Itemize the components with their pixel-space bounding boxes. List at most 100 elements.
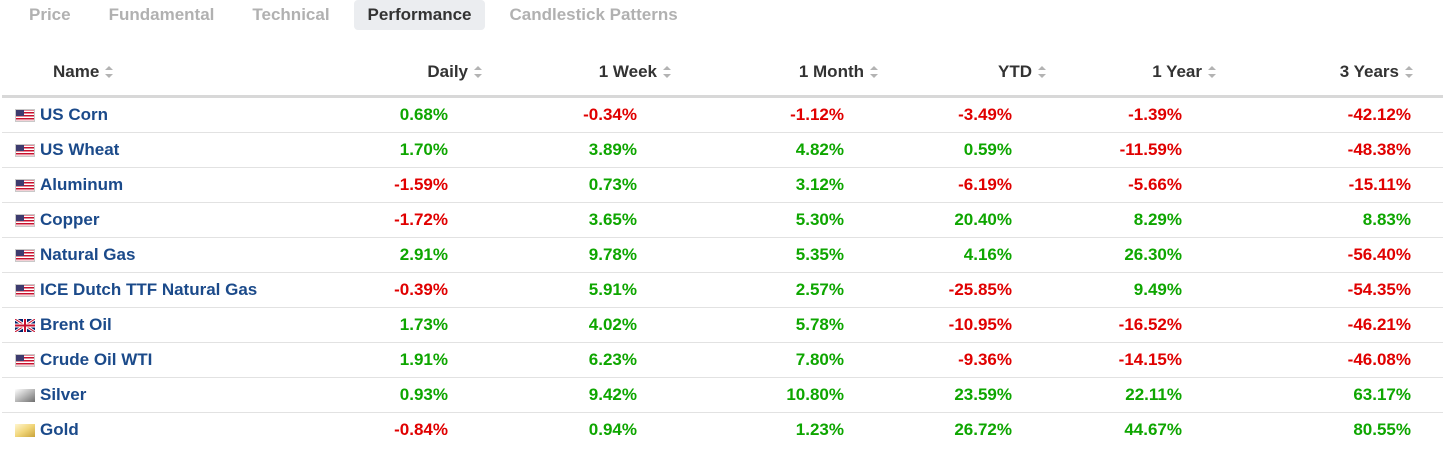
table-row: Copper -1.72% 3.65% 5.30% 20.40% 8.29% 8.83% — [2, 202, 1443, 238]
table-row: US Wheat 1.70% 3.89% 4.82% 0.59% -11.59% -48.3… — [2, 132, 1443, 168]
three-years-change-cell: 63.17% — [1216, 377, 1443, 413]
change-value: -9.36% — [958, 350, 1012, 369]
sort-icon — [105, 65, 114, 78]
change-value: 9.42% — [588, 385, 637, 404]
change-value: 80.55% — [1353, 420, 1411, 439]
change-value: 2.57% — [795, 280, 844, 299]
year-change-cell: 22.11% — [1046, 377, 1216, 413]
week-change-cell: -0.34% — [482, 96, 671, 133]
week-change-cell: 3.65% — [482, 202, 671, 238]
change-value: -11.59% — [1119, 140, 1182, 159]
change-value: 7.80% — [795, 350, 844, 369]
change-value: -3.49% — [958, 105, 1012, 124]
change-value: 1.70% — [399, 140, 448, 159]
gold-swatch-icon — [15, 424, 35, 438]
tab-price[interactable]: Price — [29, 5, 71, 24]
table-row: ICE Dutch TTF Natural Gas -0.39% 5.91% 2.57… — [2, 272, 1443, 308]
column-header-name[interactable]: Name — [2, 49, 320, 98]
month-change-cell: 5.35% — [671, 237, 878, 273]
change-value: -1.59% — [394, 175, 448, 194]
three-years-change-cell: -46.21% — [1216, 307, 1443, 343]
change-value: 0.93% — [399, 385, 448, 404]
three-years-change-cell: 8.83% — [1216, 202, 1443, 238]
instrument-name-cell: Aluminum — [40, 167, 320, 203]
instrument-link[interactable]: Crude Oil WTI — [40, 350, 153, 369]
change-value: -25.85% — [948, 280, 1012, 299]
daily-change-cell: -1.72% — [320, 202, 482, 238]
month-change-cell: 4.82% — [671, 132, 878, 168]
us-flag-icon — [15, 179, 35, 193]
change-value: -1.72% — [394, 210, 448, 229]
column-header-3-years[interactable]: 3 Years — [1216, 49, 1443, 98]
change-value: -0.39% — [394, 280, 448, 299]
flag-cell — [2, 307, 40, 343]
ytd-change-cell: -6.19% — [878, 167, 1046, 203]
instrument-name-cell: Copper — [40, 202, 320, 238]
tab-performance[interactable]: Performance — [353, 0, 486, 30]
year-change-cell: 26.30% — [1046, 237, 1216, 273]
change-value: -46.08% — [1347, 350, 1411, 369]
us-flag-icon — [15, 249, 35, 263]
instrument-link[interactable]: Gold — [40, 420, 79, 439]
change-value: 5.30% — [795, 210, 844, 229]
instrument-link[interactable]: US Wheat — [40, 140, 120, 159]
month-change-cell: 10.80% — [671, 377, 878, 413]
tab-fundamental[interactable]: Fundamental — [108, 5, 215, 24]
ytd-change-cell: 26.72% — [878, 413, 1046, 448]
sort-icon — [474, 65, 482, 78]
us-flag-icon — [15, 109, 35, 123]
month-change-cell: -1.12% — [671, 96, 878, 133]
change-value: 1.91% — [399, 350, 448, 369]
column-header-label: Name — [53, 62, 100, 81]
tab-technical[interactable]: Technical — [252, 5, 330, 24]
daily-change-cell: 1.73% — [320, 307, 482, 343]
month-change-cell: 5.78% — [671, 307, 878, 343]
instrument-link[interactable]: Natural Gas — [40, 245, 136, 264]
change-value: 9.78% — [588, 245, 637, 264]
week-change-cell: 0.94% — [482, 413, 671, 448]
instrument-link[interactable]: Copper — [40, 210, 100, 229]
instrument-link[interactable]: Brent Oil — [40, 315, 112, 334]
change-value: 3.12% — [795, 175, 844, 194]
instrument-link[interactable]: Aluminum — [40, 175, 124, 194]
column-header-1-week[interactable]: 1 Week — [482, 49, 671, 98]
instrument-name-cell: Silver — [40, 377, 320, 413]
change-value: -0.34% — [583, 105, 637, 124]
tab-candlestick-patterns[interactable]: Candlestick Patterns — [509, 5, 678, 24]
change-value: -5.66% — [1128, 175, 1182, 194]
week-change-cell: 6.23% — [482, 342, 671, 378]
instrument-link[interactable]: Silver — [40, 385, 87, 404]
change-value: 3.65% — [588, 210, 637, 229]
column-header-daily[interactable]: Daily — [320, 49, 482, 98]
table-header-row: Name Daily 1 Week 1 Month YTD 1 Year 3 Y… — [2, 49, 1443, 98]
table-row: Gold -0.84% 0.94% 1.23% 26.72% 44.67% 80.55% — [2, 413, 1443, 448]
three-years-change-cell: 80.55% — [1216, 413, 1443, 448]
ytd-change-cell: -10.95% — [878, 307, 1046, 343]
change-value: 4.82% — [795, 140, 844, 159]
daily-change-cell: -1.59% — [320, 167, 482, 203]
change-value: -10.95% — [948, 315, 1012, 334]
column-header-ytd[interactable]: YTD — [878, 49, 1046, 98]
column-header-1-year[interactable]: 1 Year — [1046, 49, 1216, 98]
column-header-1-month[interactable]: 1 Month — [671, 49, 878, 98]
sort-icon — [663, 65, 671, 78]
change-value: 9.49% — [1133, 280, 1182, 299]
table-row: Natural Gas 2.91% 9.78% 5.35% 4.16% 26.30% -56… — [2, 237, 1443, 273]
change-value: 26.30% — [1124, 245, 1182, 264]
tab-bar: Price Fundamental Technical Performance … — [0, 0, 692, 30]
change-value: 5.78% — [795, 315, 844, 334]
three-years-change-cell: -15.11% — [1216, 167, 1443, 203]
ytd-change-cell: -25.85% — [878, 272, 1046, 308]
instrument-link[interactable]: US Corn — [40, 105, 108, 124]
daily-change-cell: -0.84% — [320, 413, 482, 448]
instrument-name-cell: Gold — [40, 413, 320, 448]
daily-change-cell: 0.93% — [320, 377, 482, 413]
year-change-cell: 8.29% — [1046, 202, 1216, 238]
change-value: -46.21% — [1347, 315, 1411, 334]
us-flag-icon — [15, 214, 35, 228]
change-value: 63.17% — [1353, 385, 1411, 404]
flag-cell — [2, 96, 40, 133]
instrument-link[interactable]: ICE Dutch TTF Natural Gas — [40, 280, 258, 299]
flag-cell — [2, 132, 40, 168]
change-value: -16.52% — [1118, 315, 1182, 334]
